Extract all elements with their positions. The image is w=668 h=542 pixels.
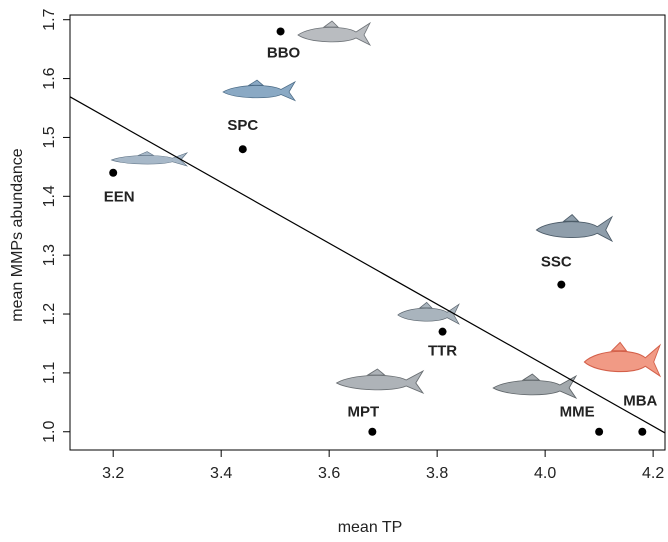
x-tick-label: 3.4 xyxy=(210,465,232,482)
y-tick-label: 1.3 xyxy=(41,244,58,266)
plot-frame xyxy=(69,14,666,451)
x-tick-label: 4.2 xyxy=(642,465,664,482)
fish-icon xyxy=(535,214,613,242)
point-label: SSC xyxy=(541,254,572,271)
point-label: MBA xyxy=(623,393,657,410)
y-tick-label: 1.2 xyxy=(41,303,58,325)
point-label: MME xyxy=(560,404,595,421)
fish-images xyxy=(110,20,661,399)
data-point xyxy=(238,145,247,154)
y-tick-label: 1.6 xyxy=(41,67,58,89)
data-point xyxy=(276,27,285,36)
fish-icon xyxy=(336,368,424,394)
data-point xyxy=(557,280,566,289)
x-axis-label: mean TP xyxy=(338,519,403,536)
data-point xyxy=(438,327,447,336)
fish-icon xyxy=(397,301,460,325)
y-tick-label: 1.1 xyxy=(41,362,58,384)
y-tick-label: 1.7 xyxy=(41,8,58,30)
fish-icon xyxy=(110,151,188,167)
trend-line xyxy=(69,96,666,434)
data-point xyxy=(638,427,647,436)
point-label: SPC xyxy=(227,117,258,134)
y-tick-label: 1.0 xyxy=(41,421,58,443)
fish-icon xyxy=(297,20,371,46)
fish-icon xyxy=(583,341,661,377)
point-label: TTR xyxy=(428,343,457,360)
y-axis-label: mean MMPs abundance xyxy=(9,148,26,322)
y-tick-label: 1.5 xyxy=(41,126,58,148)
x-tick-label: 3.6 xyxy=(318,465,340,482)
fish-icon xyxy=(492,373,577,399)
data-point xyxy=(109,168,118,177)
x-tick-label: 3.2 xyxy=(102,465,124,482)
x-tick-label: 3.8 xyxy=(426,465,448,482)
data-point xyxy=(368,427,377,436)
point-label: EEN xyxy=(104,189,135,206)
point-label: BBO xyxy=(267,44,301,61)
x-tick-label: 4.0 xyxy=(534,465,556,482)
data-point xyxy=(595,427,604,436)
point-label: MPT xyxy=(348,404,380,421)
y-tick-label: 1.4 xyxy=(41,185,58,207)
fish-icon xyxy=(222,79,296,101)
